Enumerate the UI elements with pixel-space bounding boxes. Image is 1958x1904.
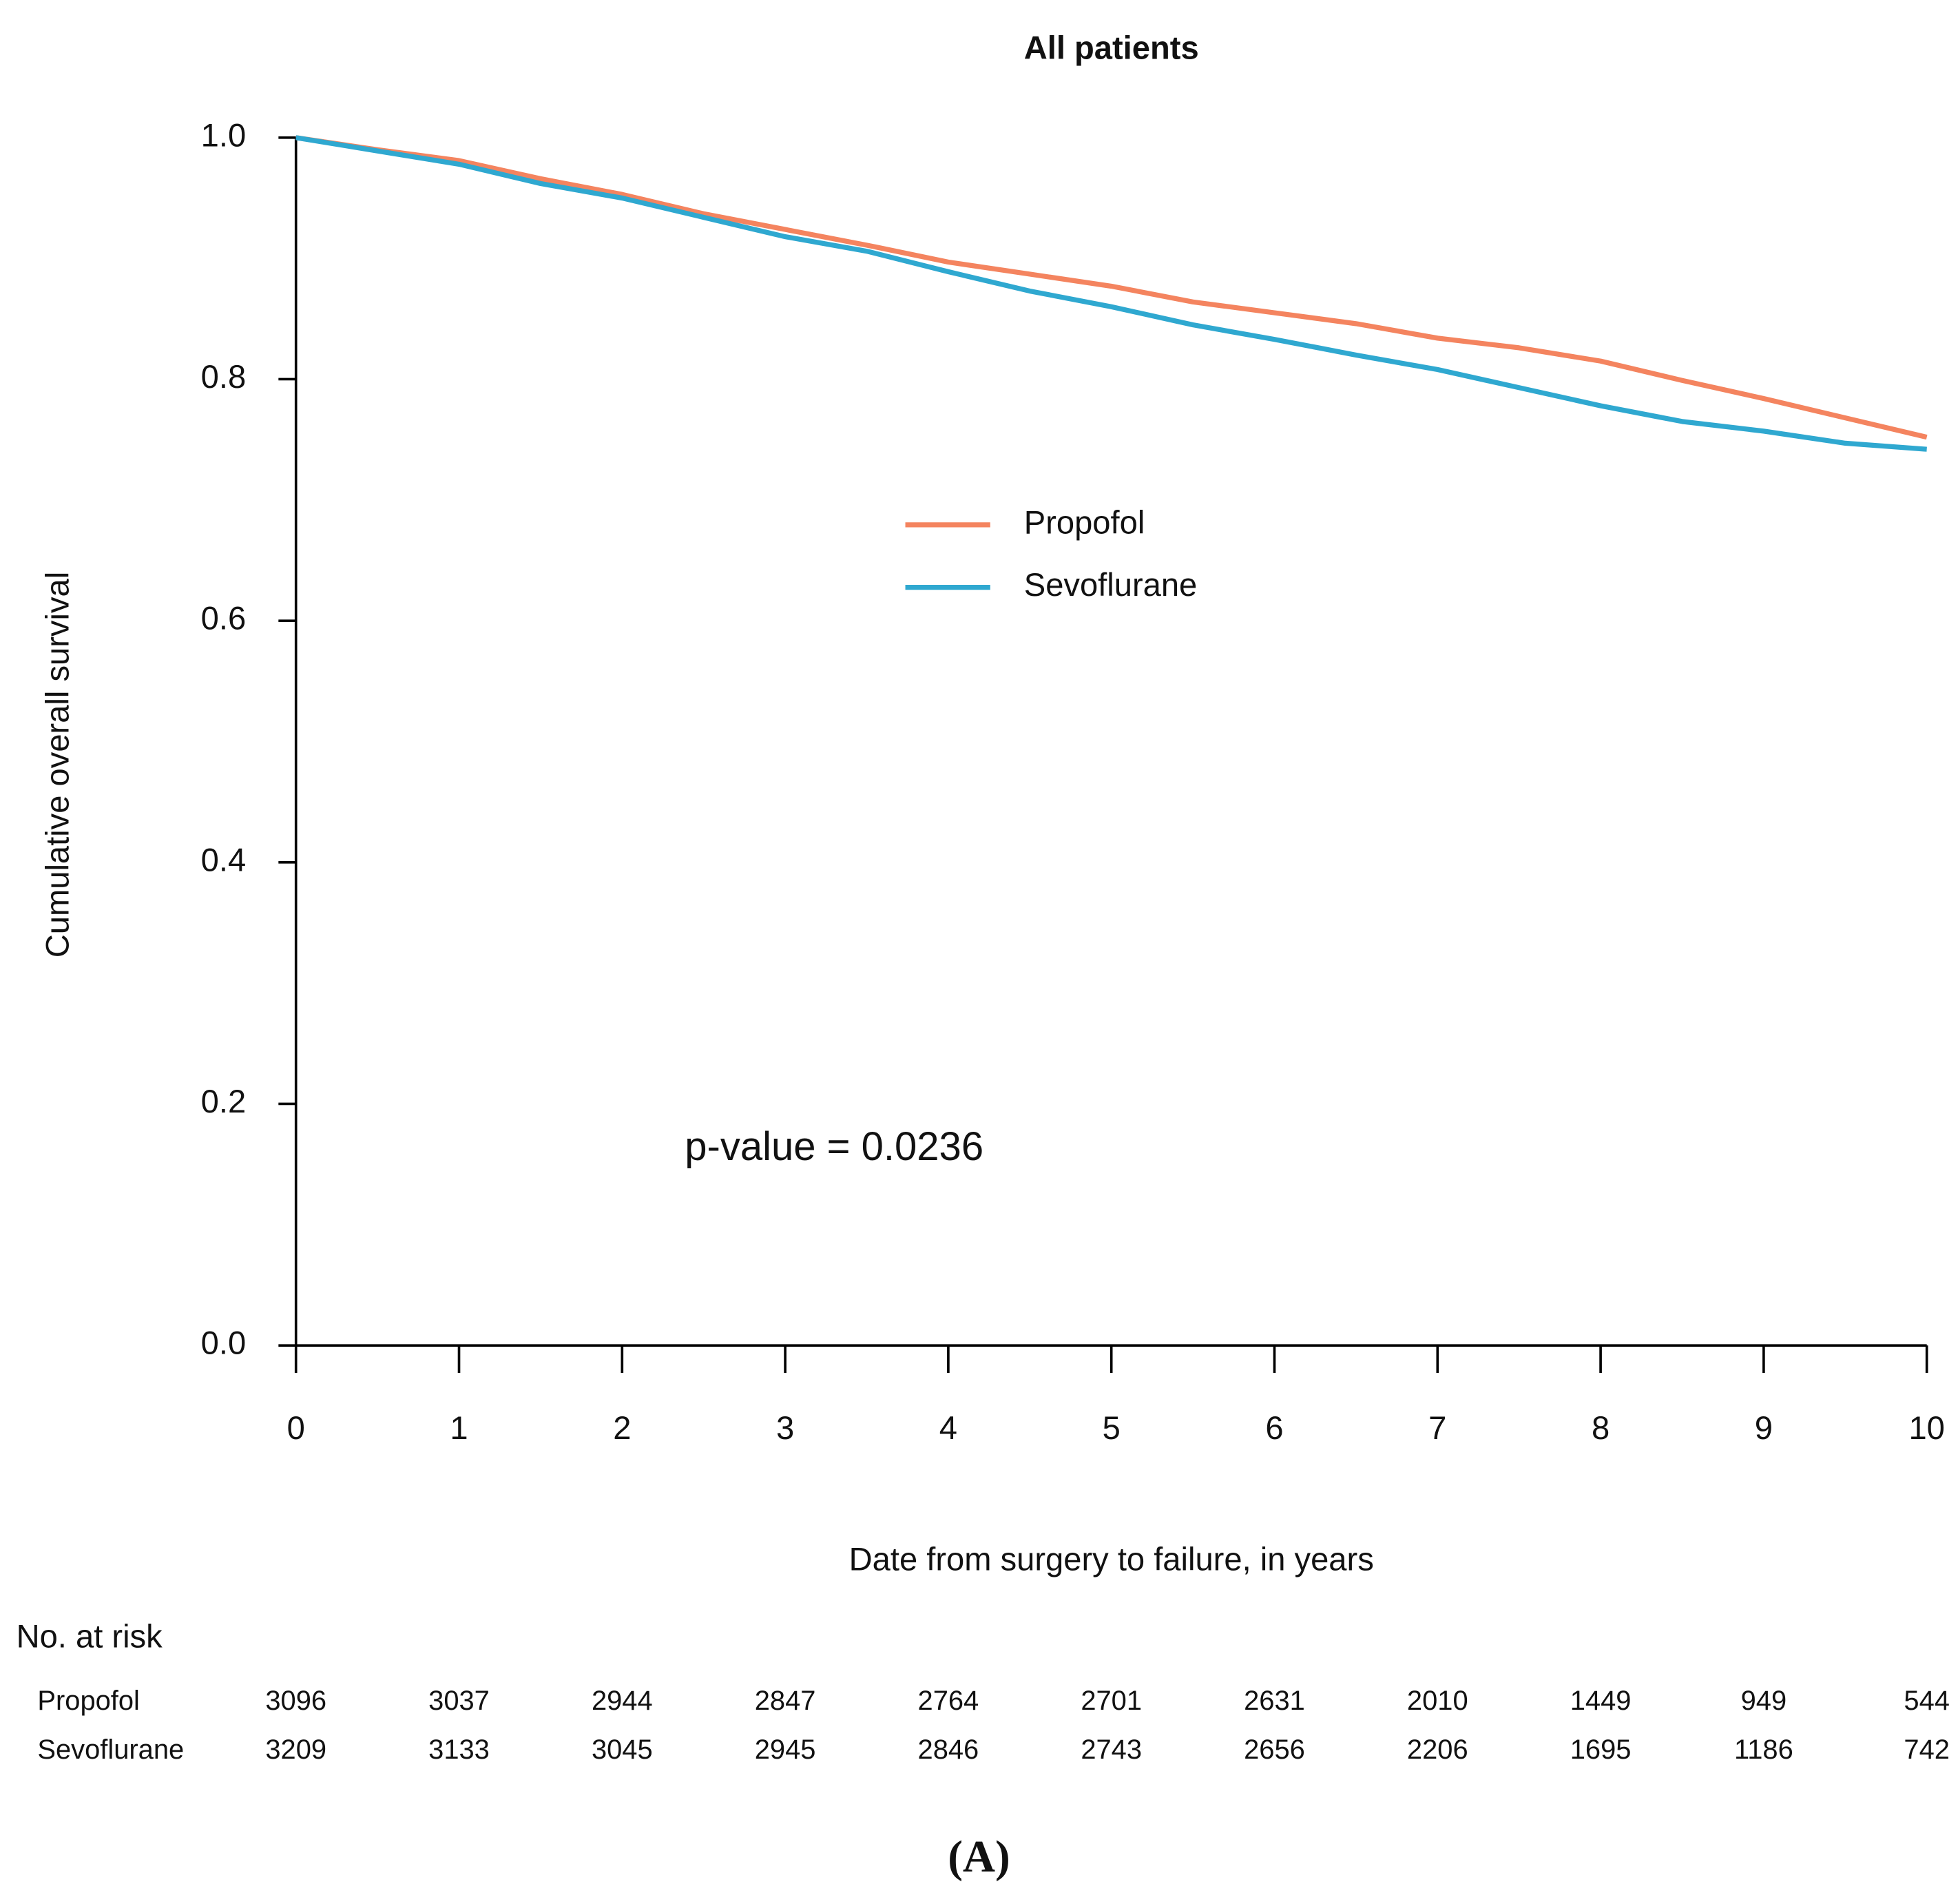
- p-value-annotation: p-value = 0.0236: [685, 1124, 983, 1169]
- caption: (A): [948, 1832, 1010, 1882]
- x-tick-label: 4: [939, 1409, 957, 1446]
- survival-curve: [295, 135, 1927, 452]
- risk-count: 2847: [755, 1686, 816, 1716]
- risk-count: 1695: [1570, 1735, 1632, 1765]
- x-axis-label: Date from surgery to failure, in years: [849, 1540, 1374, 1577]
- risk-count: 2945: [755, 1735, 816, 1765]
- risk-table-title: No. at risk: [17, 1618, 163, 1655]
- legend-label: Propofol: [1024, 504, 1145, 540]
- x-tick-label: 3: [776, 1409, 794, 1446]
- risk-count: 2010: [1407, 1686, 1468, 1716]
- risk-count: 2206: [1407, 1735, 1468, 1765]
- risk-count: 2846: [918, 1735, 979, 1765]
- x-tick-label: 2: [613, 1409, 631, 1446]
- risk-count: 949: [1741, 1686, 1787, 1716]
- survival-curve: [295, 135, 1928, 440]
- risk-count: 742: [1904, 1735, 1950, 1765]
- legend-label: Sevoflurane: [1024, 566, 1198, 603]
- risk-count: 3209: [265, 1735, 326, 1765]
- x-tick-label: 6: [1265, 1409, 1283, 1446]
- x-tick-label: 0: [287, 1409, 305, 1446]
- risk-count: 2764: [918, 1686, 979, 1716]
- risk-count: 2631: [1244, 1686, 1305, 1716]
- y-axis-label: Cumulative overall survival: [39, 572, 75, 958]
- y-tick-label: 0.8: [201, 358, 247, 395]
- y-tick-label: 0.6: [201, 600, 247, 637]
- risk-row-name: Propofol: [37, 1686, 140, 1716]
- x-tick-label: 7: [1428, 1409, 1446, 1446]
- risk-row-name: Sevoflurane: [37, 1735, 184, 1765]
- chart-title: All patients: [1024, 29, 1199, 65]
- y-tick-label: 0.0: [201, 1325, 247, 1361]
- risk-count: 2743: [1081, 1735, 1142, 1765]
- risk-count: 2944: [592, 1686, 653, 1716]
- y-tick-label: 0.4: [201, 841, 247, 878]
- x-tick-label: 10: [1908, 1409, 1944, 1446]
- x-tick-label: 8: [1592, 1409, 1610, 1446]
- risk-count: 3037: [428, 1686, 490, 1716]
- x-tick-label: 5: [1103, 1409, 1121, 1446]
- risk-count: 3133: [428, 1735, 490, 1765]
- risk-count: 3096: [265, 1686, 326, 1716]
- risk-count: 1186: [1734, 1735, 1793, 1765]
- x-tick-label: 9: [1755, 1409, 1773, 1446]
- risk-count: 3045: [592, 1735, 653, 1765]
- risk-count: 544: [1904, 1686, 1950, 1716]
- x-tick-label: 1: [450, 1409, 468, 1446]
- y-tick-label: 0.2: [201, 1083, 247, 1119]
- risk-count: 2701: [1081, 1686, 1142, 1716]
- risk-count: 1449: [1570, 1686, 1632, 1716]
- risk-count: 2656: [1244, 1735, 1305, 1765]
- y-tick-label: 1.0: [201, 116, 247, 153]
